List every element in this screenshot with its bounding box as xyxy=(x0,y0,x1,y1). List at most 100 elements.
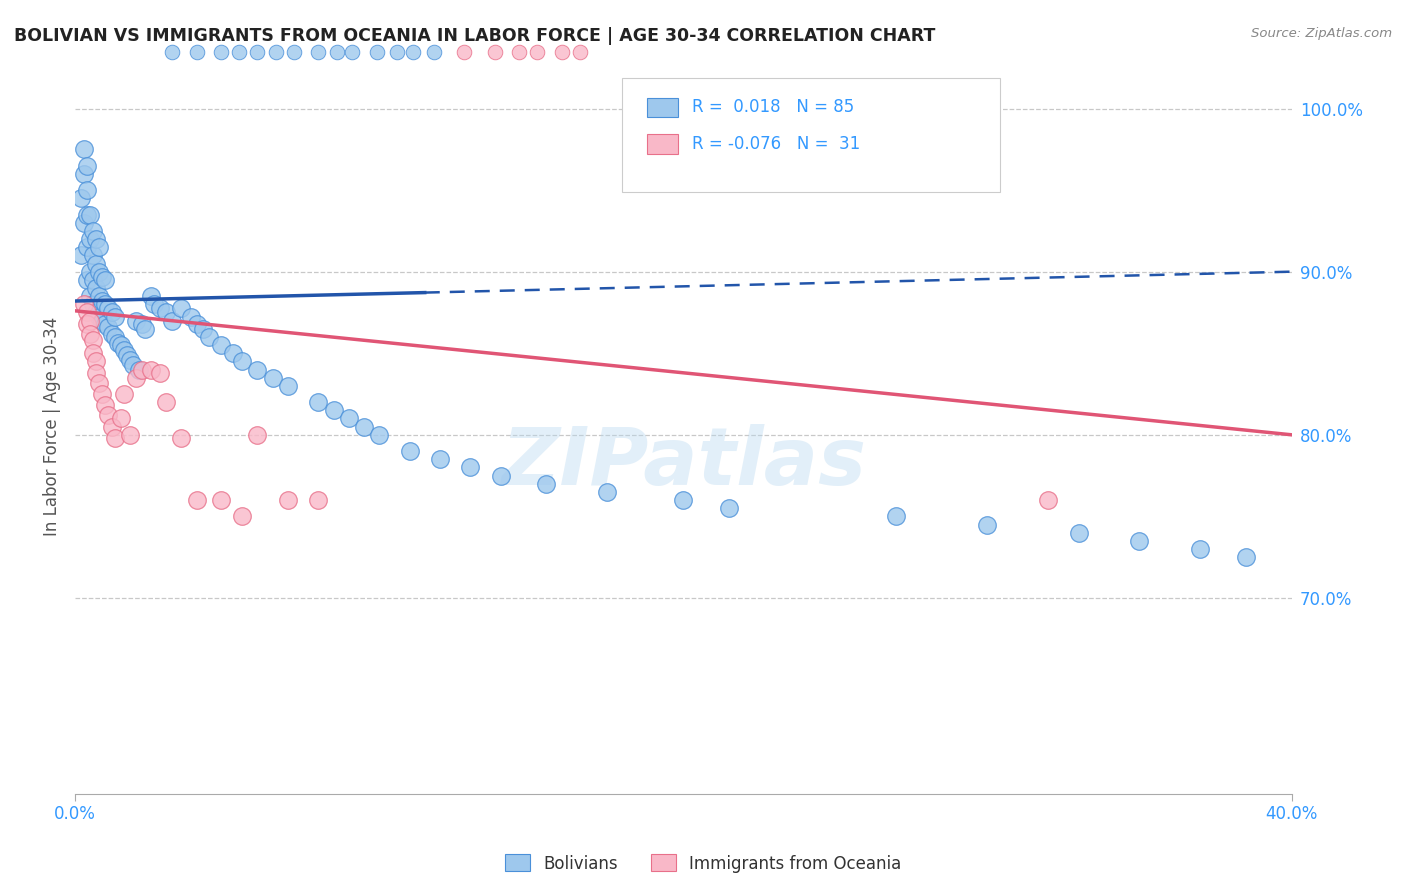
Point xyxy=(246,45,269,60)
Point xyxy=(536,476,558,491)
Point xyxy=(368,427,391,442)
Point xyxy=(131,362,153,376)
Point xyxy=(97,408,120,422)
Point xyxy=(70,248,93,262)
Point xyxy=(1128,533,1150,548)
Point xyxy=(672,493,695,508)
Point xyxy=(79,265,101,279)
Point xyxy=(82,333,104,347)
Point xyxy=(97,301,120,315)
Text: R = -0.076   N =  31: R = -0.076 N = 31 xyxy=(692,135,860,153)
Text: Source: ZipAtlas.com: Source: ZipAtlas.com xyxy=(1251,27,1392,40)
Point xyxy=(128,362,150,376)
Point xyxy=(70,191,93,205)
Point xyxy=(170,301,193,315)
Point xyxy=(307,395,329,409)
Point xyxy=(79,326,101,341)
Point xyxy=(76,240,98,254)
Point xyxy=(246,427,269,442)
Point xyxy=(283,45,305,60)
Point xyxy=(191,322,214,336)
Legend: Bolivians, Immigrants from Oceania: Bolivians, Immigrants from Oceania xyxy=(498,847,908,880)
Point xyxy=(125,313,148,327)
Point xyxy=(526,45,548,60)
Point xyxy=(307,45,329,60)
Point xyxy=(79,313,101,327)
Point xyxy=(209,45,232,60)
Point xyxy=(103,310,125,325)
Text: ZIPatlas: ZIPatlas xyxy=(501,425,866,502)
Point xyxy=(76,305,98,319)
Point xyxy=(186,317,208,331)
Point xyxy=(125,370,148,384)
Point xyxy=(94,317,117,331)
Point xyxy=(100,326,122,341)
Point xyxy=(82,224,104,238)
Point xyxy=(717,501,740,516)
Point xyxy=(139,362,162,376)
Point xyxy=(76,317,98,331)
Point xyxy=(353,419,375,434)
Point xyxy=(143,297,166,311)
Point xyxy=(568,45,591,60)
Point xyxy=(1189,541,1212,556)
FancyBboxPatch shape xyxy=(623,78,1000,192)
Point xyxy=(76,208,98,222)
Point xyxy=(84,354,107,368)
Point xyxy=(76,159,98,173)
Point xyxy=(84,281,107,295)
Point xyxy=(73,167,96,181)
Point xyxy=(186,493,208,508)
Point xyxy=(186,45,208,60)
Point xyxy=(277,493,299,508)
Point xyxy=(94,273,117,287)
Point xyxy=(884,509,907,524)
Point xyxy=(423,45,446,60)
Point xyxy=(84,305,107,319)
Point xyxy=(73,216,96,230)
Text: R =  0.018   N = 85: R = 0.018 N = 85 xyxy=(692,98,853,116)
Point xyxy=(277,379,299,393)
Point xyxy=(264,45,287,60)
Point xyxy=(246,362,269,376)
Point xyxy=(387,45,409,60)
Point xyxy=(84,256,107,270)
Point xyxy=(1067,525,1090,540)
Point xyxy=(231,509,253,524)
Point xyxy=(508,45,530,60)
Point xyxy=(231,354,253,368)
Point xyxy=(94,297,117,311)
Point xyxy=(79,208,101,222)
Y-axis label: In Labor Force | Age 30-34: In Labor Force | Age 30-34 xyxy=(44,317,60,536)
Point xyxy=(155,305,177,319)
Point xyxy=(162,45,184,60)
Point xyxy=(162,313,184,327)
Point xyxy=(366,45,388,60)
Point xyxy=(110,338,132,352)
Point xyxy=(73,142,96,156)
Point xyxy=(325,45,347,60)
Point xyxy=(76,273,98,287)
Point xyxy=(398,444,420,458)
Point xyxy=(82,297,104,311)
Point xyxy=(121,358,143,372)
Point xyxy=(1038,493,1060,508)
Point xyxy=(484,45,506,60)
Point xyxy=(134,322,156,336)
Point xyxy=(100,419,122,434)
Point xyxy=(429,452,451,467)
Point xyxy=(149,301,172,315)
Point xyxy=(97,320,120,334)
Point xyxy=(112,387,135,401)
Point xyxy=(82,346,104,360)
Point xyxy=(209,493,232,508)
Point xyxy=(103,431,125,445)
Point xyxy=(112,343,135,357)
Text: BOLIVIAN VS IMMIGRANTS FROM OCEANIA IN LABOR FORCE | AGE 30-34 CORRELATION CHART: BOLIVIAN VS IMMIGRANTS FROM OCEANIA IN L… xyxy=(14,27,935,45)
Point xyxy=(100,305,122,319)
Point xyxy=(322,403,344,417)
Point xyxy=(228,45,250,60)
Point xyxy=(550,45,572,60)
Point xyxy=(596,484,619,499)
Point xyxy=(91,313,114,327)
